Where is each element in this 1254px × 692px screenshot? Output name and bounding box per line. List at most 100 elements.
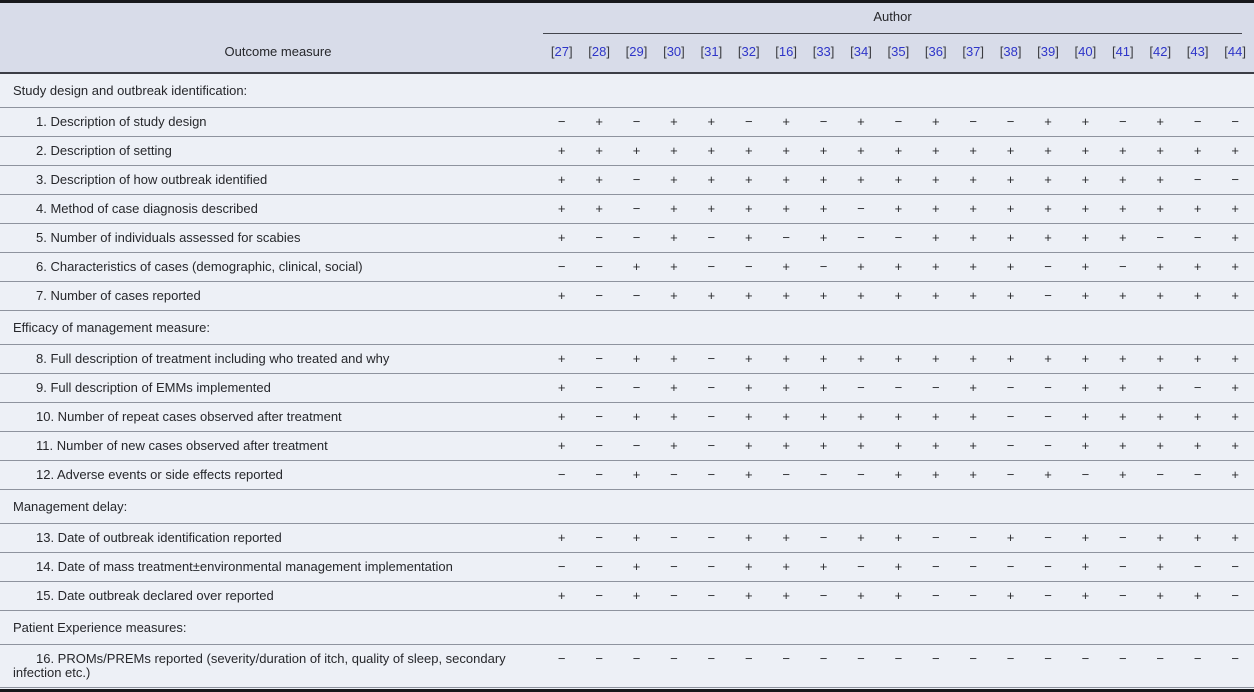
rating-cell: − — [1216, 107, 1254, 137]
citation-ref[interactable]: [33] — [812, 44, 835, 59]
rating-cell: + — [580, 194, 618, 224]
citation-number: 34 — [853, 44, 869, 59]
rating-cell: + — [1141, 344, 1179, 374]
rating-cell: + — [543, 165, 581, 195]
rating-cell: − — [617, 281, 656, 311]
rating-cell: + — [655, 223, 693, 253]
rating-cell: + — [991, 344, 1030, 374]
citation-header-cell: [29] — [617, 34, 656, 74]
rating-cell: + — [879, 523, 918, 553]
rating-cell: + — [842, 136, 880, 166]
rating-cell: + — [767, 165, 805, 195]
author-column-group-header: Author — [543, 3, 1242, 34]
citation-ref[interactable]: [30] — [663, 44, 685, 59]
rating-cell: − — [692, 523, 731, 553]
citation-ref[interactable]: [16] — [775, 44, 797, 59]
citation-ref[interactable]: [43] — [1186, 44, 1209, 59]
rating-cell: + — [767, 252, 805, 282]
outcome-label: 7. Number of cases reported — [0, 281, 543, 311]
rating-cell: + — [1029, 460, 1067, 490]
citation-ref[interactable]: [36] — [924, 44, 947, 59]
outcome-row: 12. Adverse events or side effects repor… — [0, 460, 1254, 490]
rating-cell: + — [1216, 252, 1254, 282]
outcome-label: 9. Full description of EMMs implemented — [0, 373, 543, 403]
rating-cell: + — [991, 523, 1030, 553]
rating-cell: + — [1066, 165, 1105, 195]
rating-cell: − — [730, 644, 768, 688]
citation-number: 38 — [1003, 44, 1018, 59]
outcome-row: 14. Date of mass treatment±environmental… — [0, 552, 1254, 582]
outcome-row: 2. Description of setting + + + + + + + + + + + + + + +… — [0, 136, 1254, 166]
section-label: Patient Experience measures: — [0, 610, 1254, 645]
rating-cell: + — [692, 687, 731, 689]
rating-cell: + — [804, 373, 843, 403]
rating-cell: − — [879, 373, 918, 403]
rating-cell: + — [1066, 252, 1105, 282]
rating-cell: − — [879, 644, 918, 688]
rating-cell: + — [543, 194, 581, 224]
rating-cell: + — [804, 402, 843, 432]
rating-cell: + — [730, 281, 768, 311]
rating-cell: − — [730, 252, 768, 282]
rating-cell: + — [655, 281, 693, 311]
rating-cell: + — [767, 136, 805, 166]
citation-ref[interactable]: [42] — [1149, 44, 1172, 59]
rating-cell: + — [804, 281, 843, 311]
citation-ref[interactable]: [32] — [737, 44, 760, 59]
rating-cell: + — [1029, 194, 1067, 224]
rating-cell: − — [1029, 252, 1067, 282]
rating-cell: + — [954, 344, 992, 374]
citation-ref[interactable]: [35] — [887, 44, 910, 59]
citation-ref[interactable]: [34] — [850, 44, 872, 59]
citation-ref[interactable]: [44] — [1224, 44, 1247, 59]
rating-cell: + — [1178, 581, 1217, 611]
citation-ref[interactable]: [29] — [625, 44, 648, 59]
citation-header-row: Outcome measure [27] [28] [29] [30] [31] [32]… — [0, 34, 1254, 74]
rating-cell: + — [580, 107, 618, 137]
citation-ref[interactable]: [27] — [550, 44, 573, 59]
rating-cell: + — [1141, 107, 1179, 137]
rating-cell: + — [1104, 344, 1142, 374]
citation-number: 39 — [1040, 44, 1056, 59]
citation-ref[interactable]: [28] — [588, 44, 610, 59]
citation-number: 32 — [741, 44, 756, 59]
rating-cell: − — [842, 194, 880, 224]
citation-ref[interactable]: [41] — [1111, 44, 1134, 59]
rating-cell: + — [842, 581, 880, 611]
citation-ref[interactable]: [39] — [1037, 44, 1059, 59]
rating-cell: + — [1104, 194, 1142, 224]
rating-cell: + — [954, 252, 992, 282]
citation-ref[interactable]: [38] — [999, 44, 1022, 59]
rating-cell: + — [842, 281, 880, 311]
rating-cell: + — [804, 223, 843, 253]
rating-cell: − — [879, 223, 918, 253]
rating-cell: + — [804, 344, 843, 374]
rating-cell: + — [1141, 523, 1179, 553]
rating-cell: + — [1066, 373, 1105, 403]
rating-cell: + — [1141, 136, 1179, 166]
rating-cell: + — [954, 373, 992, 403]
rating-cell: − — [580, 460, 618, 490]
rating-cell: + — [1141, 581, 1179, 611]
citation-ref[interactable]: [37] — [962, 44, 985, 59]
rating-cell: − — [1066, 460, 1105, 490]
rating-cell: − — [1141, 460, 1179, 490]
rating-cell: + — [917, 107, 955, 137]
rating-cell: + — [1216, 223, 1254, 253]
rating-cell: + — [879, 581, 918, 611]
outcome-measures-table: Author Outcome measure [27] [28] [29] [30] [… — [0, 3, 1254, 689]
citation-number: 41 — [1115, 44, 1131, 59]
rating-cell: + — [655, 431, 693, 461]
rating-cell: − — [692, 552, 731, 582]
rating-cell: + — [1066, 344, 1105, 374]
rating-cell: + — [580, 165, 618, 195]
rating-cell: + — [730, 460, 768, 490]
rating-cell: − — [580, 373, 618, 403]
rating-cell: + — [804, 136, 843, 166]
citation-ref[interactable]: [31] — [700, 44, 723, 59]
citation-number: 29 — [629, 44, 644, 59]
citation-ref[interactable]: [40] — [1074, 44, 1097, 59]
rating-cell: − — [1029, 281, 1067, 311]
rating-cell: − — [767, 223, 805, 253]
author-group-header-row: Author — [0, 3, 1254, 34]
